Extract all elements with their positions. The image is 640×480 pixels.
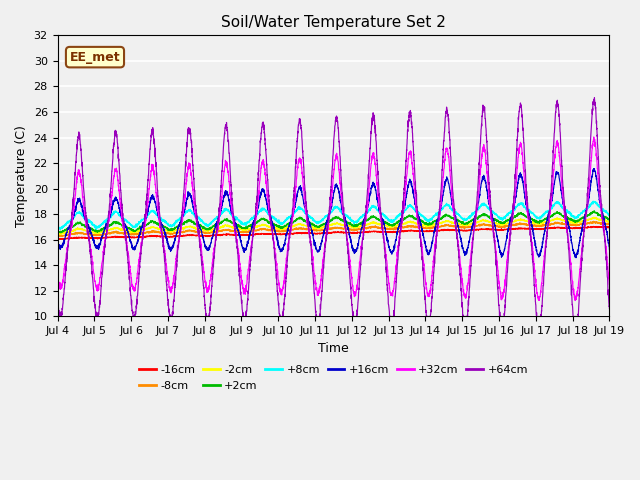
+2cm: [605, 217, 613, 223]
+2cm: [397, 218, 405, 224]
+16cm: [397, 216, 404, 222]
+64cm: [388, 313, 396, 319]
+8cm: [605, 213, 613, 219]
-16cm: [54, 236, 61, 242]
+32cm: [397, 227, 404, 233]
-16cm: [554, 225, 561, 230]
X-axis label: Time: Time: [318, 342, 349, 355]
-8cm: [57, 234, 65, 240]
+2cm: [172, 225, 180, 230]
-8cm: [605, 222, 613, 228]
+16cm: [572, 255, 580, 261]
Line: +2cm: +2cm: [58, 211, 609, 233]
-16cm: [605, 225, 613, 230]
+32cm: [605, 281, 613, 287]
-2cm: [172, 228, 180, 233]
+32cm: [572, 298, 579, 303]
+2cm: [605, 216, 613, 222]
+16cm: [605, 247, 613, 252]
-2cm: [590, 214, 598, 220]
+16cm: [590, 166, 598, 172]
+64cm: [554, 99, 561, 105]
+2cm: [57, 230, 65, 236]
+64cm: [605, 303, 613, 309]
Title: Soil/Water Temperature Set 2: Soil/Water Temperature Set 2: [221, 15, 446, 30]
-2cm: [605, 219, 613, 225]
Line: -8cm: -8cm: [58, 221, 609, 237]
-8cm: [397, 225, 405, 230]
Line: -16cm: -16cm: [58, 227, 609, 240]
+32cm: [54, 274, 61, 279]
-8cm: [590, 218, 598, 224]
Line: +16cm: +16cm: [58, 169, 609, 258]
+32cm: [208, 267, 216, 273]
-16cm: [388, 229, 396, 235]
+8cm: [93, 227, 100, 232]
+32cm: [553, 139, 561, 145]
+2cm: [590, 208, 598, 214]
-16cm: [56, 237, 63, 242]
-2cm: [54, 230, 61, 236]
-2cm: [605, 218, 613, 224]
-8cm: [172, 230, 180, 236]
+32cm: [605, 282, 613, 288]
-8cm: [605, 221, 613, 227]
-8cm: [208, 229, 216, 235]
+16cm: [387, 250, 395, 255]
-16cm: [605, 225, 613, 230]
+8cm: [397, 211, 405, 216]
-2cm: [57, 232, 65, 238]
+64cm: [172, 271, 180, 276]
-16cm: [172, 233, 180, 239]
-8cm: [554, 220, 561, 226]
Y-axis label: Temperature (C): Temperature (C): [15, 125, 28, 227]
+64cm: [54, 296, 61, 302]
+8cm: [554, 200, 561, 206]
Line: +8cm: +8cm: [58, 201, 609, 229]
+16cm: [172, 234, 180, 240]
+32cm: [387, 292, 395, 298]
Text: EE_met: EE_met: [70, 50, 120, 64]
-16cm: [208, 232, 216, 238]
-8cm: [54, 233, 61, 239]
+32cm: [172, 259, 180, 265]
+2cm: [388, 223, 396, 228]
Line: +64cm: +64cm: [58, 98, 609, 316]
-8cm: [388, 226, 396, 232]
-2cm: [208, 227, 216, 232]
-16cm: [589, 224, 597, 229]
+8cm: [172, 220, 180, 226]
+16cm: [208, 236, 216, 241]
+64cm: [208, 284, 216, 289]
-2cm: [388, 224, 396, 229]
+64cm: [591, 95, 598, 101]
+8cm: [605, 212, 613, 217]
Line: -2cm: -2cm: [58, 217, 609, 235]
+8cm: [54, 224, 61, 230]
+64cm: [397, 224, 405, 229]
+64cm: [56, 313, 63, 319]
Legend: -16cm, -8cm, -2cm, +2cm, +8cm, +16cm, +32cm, +64cm: -16cm, -8cm, -2cm, +2cm, +8cm, +16cm, +3…: [134, 361, 532, 395]
+16cm: [54, 240, 61, 245]
+2cm: [554, 209, 561, 215]
+8cm: [590, 198, 598, 204]
+16cm: [605, 243, 613, 249]
-2cm: [397, 222, 405, 228]
+2cm: [208, 225, 216, 231]
Line: +32cm: +32cm: [58, 137, 609, 300]
+8cm: [208, 219, 216, 225]
+64cm: [605, 306, 613, 312]
+16cm: [553, 169, 561, 175]
+32cm: [590, 134, 598, 140]
+2cm: [54, 228, 61, 234]
-2cm: [554, 216, 561, 222]
-16cm: [397, 228, 405, 234]
+8cm: [388, 217, 396, 223]
